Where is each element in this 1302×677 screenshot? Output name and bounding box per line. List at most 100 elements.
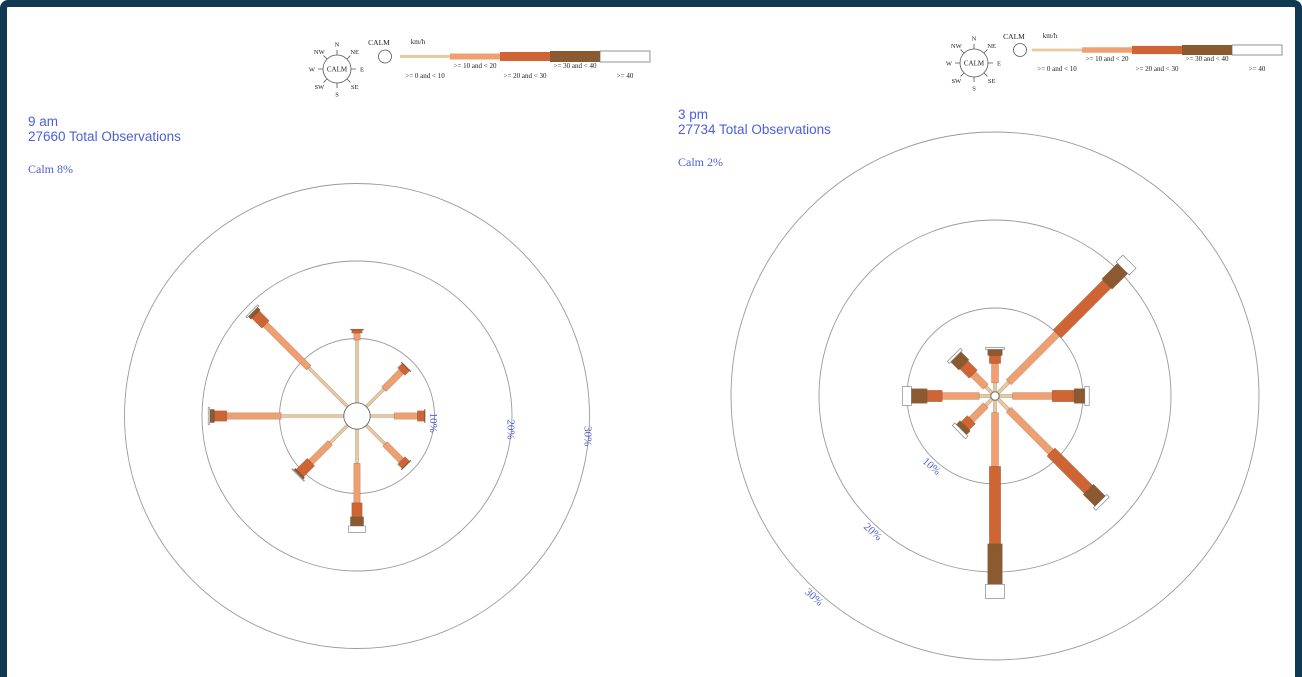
ring-label: 20%: [504, 419, 516, 439]
legend-calm-circle: [1013, 43, 1027, 57]
compass-label-s: S: [335, 92, 339, 99]
calm-percentage: Calm 2%: [678, 155, 723, 169]
compass-calm-label: CALM: [964, 60, 985, 68]
petal-segment: [996, 397, 1011, 412]
compass-label-se: SE: [988, 78, 996, 85]
petal-segment: [926, 389, 943, 403]
compass-tick: [983, 49, 988, 54]
petal-segment: [417, 410, 425, 422]
petal-segment: [985, 347, 1005, 350]
petal-segment: [328, 423, 350, 445]
legend-bin-label: >= 20 and < 30: [1136, 65, 1179, 73]
petals: [902, 254, 1137, 599]
legend-bin-swatch: [1132, 45, 1182, 55]
calm-circle: [343, 402, 371, 430]
legend-bin-label: >= 10 and < 20: [454, 62, 497, 70]
compass-label-nw: NW: [951, 43, 963, 50]
petal-n: [350, 328, 364, 404]
chart-title: 3 pm: [678, 107, 709, 122]
petal-segment: [262, 321, 312, 371]
petal-ne: [996, 254, 1137, 395]
petal-e: [369, 409, 426, 423]
wind-rose-plot: 10% 20% 30%: [730, 131, 1260, 661]
petal-sw: [951, 397, 994, 440]
petal-segment: [978, 394, 992, 398]
petal-segment: [946, 347, 963, 364]
legend-bin-swatch: [1231, 44, 1283, 56]
legend-calm-label: CALM: [368, 38, 390, 47]
petal-segment: [350, 516, 364, 527]
petal-n: [985, 347, 1005, 393]
petal-segment: [381, 368, 405, 392]
ring-label: 30%: [802, 586, 825, 608]
legend-bin-swatch: [1032, 48, 1082, 52]
legend-bin-label: >= 0 and < 10: [1037, 65, 1077, 73]
petal-segment: [351, 329, 363, 334]
chart-subtitle: 27660 Total Observations: [28, 129, 181, 144]
ring-30: [730, 131, 1260, 661]
legend-bin-label: >= 0 and < 10: [405, 72, 445, 80]
petal-sw: [291, 423, 350, 482]
compass-label-e: E: [997, 61, 1001, 68]
petal-segment: [355, 428, 359, 464]
compass-label-w: W: [309, 67, 316, 74]
ring-label: 20%: [861, 521, 884, 543]
compass-tick: [960, 49, 965, 54]
wind-rose-panel-3pm: 3 pm 27734 Total Observations Calm 2% CA…: [657, 7, 1295, 677]
petal-segment: [209, 409, 215, 423]
petal-segment: [400, 361, 412, 373]
petal-segment: [968, 402, 989, 423]
legend-bin-label: >= 20 and < 30: [504, 72, 547, 80]
petal-segment: [1115, 254, 1137, 276]
petal-segment: [941, 392, 980, 400]
legend-bin-swatch: [400, 55, 450, 58]
petal-e: [998, 386, 1090, 406]
petal-segment: [991, 412, 999, 467]
compass-tick: [346, 55, 351, 60]
legend-calm-label: CALM: [1003, 32, 1025, 41]
ring-30: [124, 183, 590, 649]
petal-segment: [1052, 279, 1112, 339]
petal-segment: [245, 304, 260, 319]
petal-ne: [364, 361, 412, 409]
petal-segment: [400, 459, 412, 471]
petal-segment: [382, 441, 405, 464]
petal-segment: [1073, 388, 1086, 404]
legend-bin-swatch: [550, 51, 600, 62]
compass-calm-label: CALM: [327, 66, 348, 74]
petal-segment: [951, 422, 969, 440]
petal-segment: [355, 339, 359, 404]
petal-segment: [1012, 392, 1053, 400]
chart-title: 9 am: [28, 114, 59, 129]
legend-unit: km/h: [411, 38, 426, 46]
petal-segment: [351, 502, 363, 518]
petals: [207, 304, 426, 533]
calm-percentage: Calm 8%: [28, 162, 73, 176]
legend-bin-swatch: [1182, 45, 1232, 55]
petal-segment: [424, 409, 426, 423]
petal-segment: [902, 386, 912, 406]
compass-label-ne: NE: [350, 49, 359, 56]
chart-subtitle: 27734 Total Observations: [678, 122, 831, 137]
petal-segment: [1005, 330, 1061, 386]
wind-rose-legend: CALM N NE E SE S SW W NW CALM km/h >= 0 and < 10 >= …: [946, 32, 1283, 93]
compass-label-n: N: [335, 42, 340, 49]
petal-segment: [226, 412, 282, 420]
petal-w: [207, 407, 345, 425]
legend-bin-swatch: [599, 50, 651, 63]
legend-bin-swatch: [450, 53, 500, 60]
petal-segment: [911, 388, 928, 404]
petal-segment: [214, 410, 228, 422]
legend-bin-label: >= 40: [617, 72, 634, 80]
petal-nw: [946, 347, 994, 395]
petal-segment: [988, 355, 1002, 364]
petal-w: [902, 386, 992, 406]
wind-rose-panel-9am: 9 am 27660 Total Observations Calm 8% CA…: [7, 7, 657, 677]
ring-label: 10%: [920, 455, 943, 477]
legend-bin-swatch: [1082, 47, 1132, 53]
petal-segment: [991, 363, 999, 384]
legend-unit: km/h: [1043, 32, 1058, 40]
petal-segment: [393, 412, 418, 420]
petal-segment: [1005, 406, 1054, 455]
compass-label-se: SE: [351, 84, 359, 91]
